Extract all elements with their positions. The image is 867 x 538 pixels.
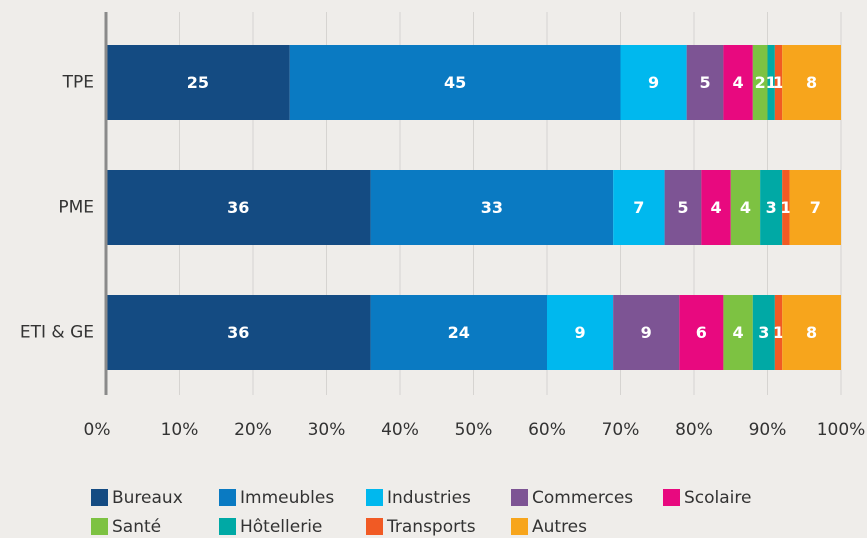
data-label: 1 bbox=[766, 73, 777, 92]
data-label: 2 bbox=[755, 73, 766, 92]
data-label: 45 bbox=[444, 73, 466, 92]
bar-segment bbox=[613, 170, 665, 245]
bar-segment bbox=[752, 295, 775, 370]
legend-swatch bbox=[366, 518, 383, 535]
bar-segment bbox=[370, 170, 614, 245]
legend-label: Autres bbox=[532, 517, 587, 537]
legend-swatch bbox=[91, 489, 108, 506]
data-label: 9 bbox=[641, 323, 652, 342]
legend-label: Bureaux bbox=[112, 488, 183, 508]
legend-swatch bbox=[511, 518, 528, 535]
data-label: 24 bbox=[448, 323, 470, 342]
bar-segment bbox=[679, 295, 724, 370]
bar-segment bbox=[767, 45, 775, 120]
bar-segment bbox=[723, 45, 753, 120]
data-label: 3 bbox=[766, 198, 777, 217]
data-label: 5 bbox=[699, 73, 710, 92]
category-label: TPE bbox=[62, 73, 94, 93]
legend-label: Industries bbox=[387, 488, 471, 508]
x-tick-label: 60% bbox=[528, 420, 566, 440]
bar-segment bbox=[760, 170, 783, 245]
legend-swatch bbox=[91, 518, 108, 535]
bar-segment bbox=[289, 45, 621, 120]
data-label: 4 bbox=[733, 73, 744, 92]
data-label: 8 bbox=[806, 323, 817, 342]
data-label: 7 bbox=[633, 198, 644, 217]
data-label: 6 bbox=[696, 323, 707, 342]
data-label: 33 bbox=[481, 198, 503, 217]
data-label: 36 bbox=[227, 198, 249, 217]
bar-segment bbox=[370, 295, 547, 370]
data-label: 1 bbox=[780, 198, 791, 217]
legend-label: Hôtellerie bbox=[240, 517, 322, 537]
data-label: 4 bbox=[733, 323, 744, 342]
bar-segment bbox=[752, 45, 768, 120]
legend-swatch bbox=[511, 489, 528, 506]
bar-segment bbox=[620, 45, 687, 120]
bar-segment bbox=[774, 295, 783, 370]
legend-label: Santé bbox=[112, 517, 161, 537]
data-label: 3 bbox=[758, 323, 769, 342]
x-tick-label: 40% bbox=[381, 420, 419, 440]
data-label: 8 bbox=[806, 73, 817, 92]
bar-segment bbox=[664, 170, 702, 245]
legend-swatch bbox=[663, 489, 680, 506]
bar-segment bbox=[686, 45, 724, 120]
bar-segment bbox=[106, 45, 290, 120]
legend-label: Scolaire bbox=[684, 488, 751, 508]
x-tick-label: 100% bbox=[817, 420, 866, 440]
bar-segment bbox=[106, 170, 371, 245]
bar-segment bbox=[782, 170, 790, 245]
x-tick-label: 90% bbox=[749, 420, 787, 440]
x-tick-label: 10% bbox=[161, 420, 199, 440]
bar-segment bbox=[774, 45, 783, 120]
data-label: 1 bbox=[773, 73, 784, 92]
bar-segment bbox=[613, 295, 680, 370]
bar-segment bbox=[106, 295, 371, 370]
bar-segment bbox=[723, 295, 753, 370]
bar-segment bbox=[789, 170, 841, 245]
legend-label: Immeubles bbox=[240, 488, 334, 508]
x-tick-label: 30% bbox=[308, 420, 346, 440]
x-tick-label: 50% bbox=[455, 420, 493, 440]
data-label: 7 bbox=[810, 198, 821, 217]
bar-segment bbox=[730, 170, 761, 245]
legend-swatch bbox=[219, 489, 236, 506]
legend-label: Transports bbox=[386, 517, 476, 537]
x-tick-label: 70% bbox=[602, 420, 640, 440]
x-tick-label: 20% bbox=[234, 420, 272, 440]
x-tick-label: 80% bbox=[675, 420, 713, 440]
data-label: 9 bbox=[648, 73, 659, 92]
category-label: PME bbox=[58, 198, 94, 218]
data-label: 4 bbox=[740, 198, 751, 217]
category-label: ETI & GE bbox=[20, 323, 94, 343]
legend-label: Commerces bbox=[532, 488, 633, 508]
data-label: 1 bbox=[773, 323, 784, 342]
data-label: 25 bbox=[187, 73, 209, 92]
data-label: 36 bbox=[227, 323, 249, 342]
bar-segment bbox=[547, 295, 614, 370]
data-label: 5 bbox=[677, 198, 688, 217]
bar-segment bbox=[782, 295, 841, 370]
legend-swatch bbox=[219, 518, 236, 535]
data-label: 9 bbox=[575, 323, 586, 342]
x-tick-label: 0% bbox=[84, 420, 111, 440]
legend-swatch bbox=[366, 489, 383, 506]
bar-segment bbox=[782, 45, 841, 120]
bar-segment bbox=[701, 170, 731, 245]
data-label: 4 bbox=[710, 198, 721, 217]
